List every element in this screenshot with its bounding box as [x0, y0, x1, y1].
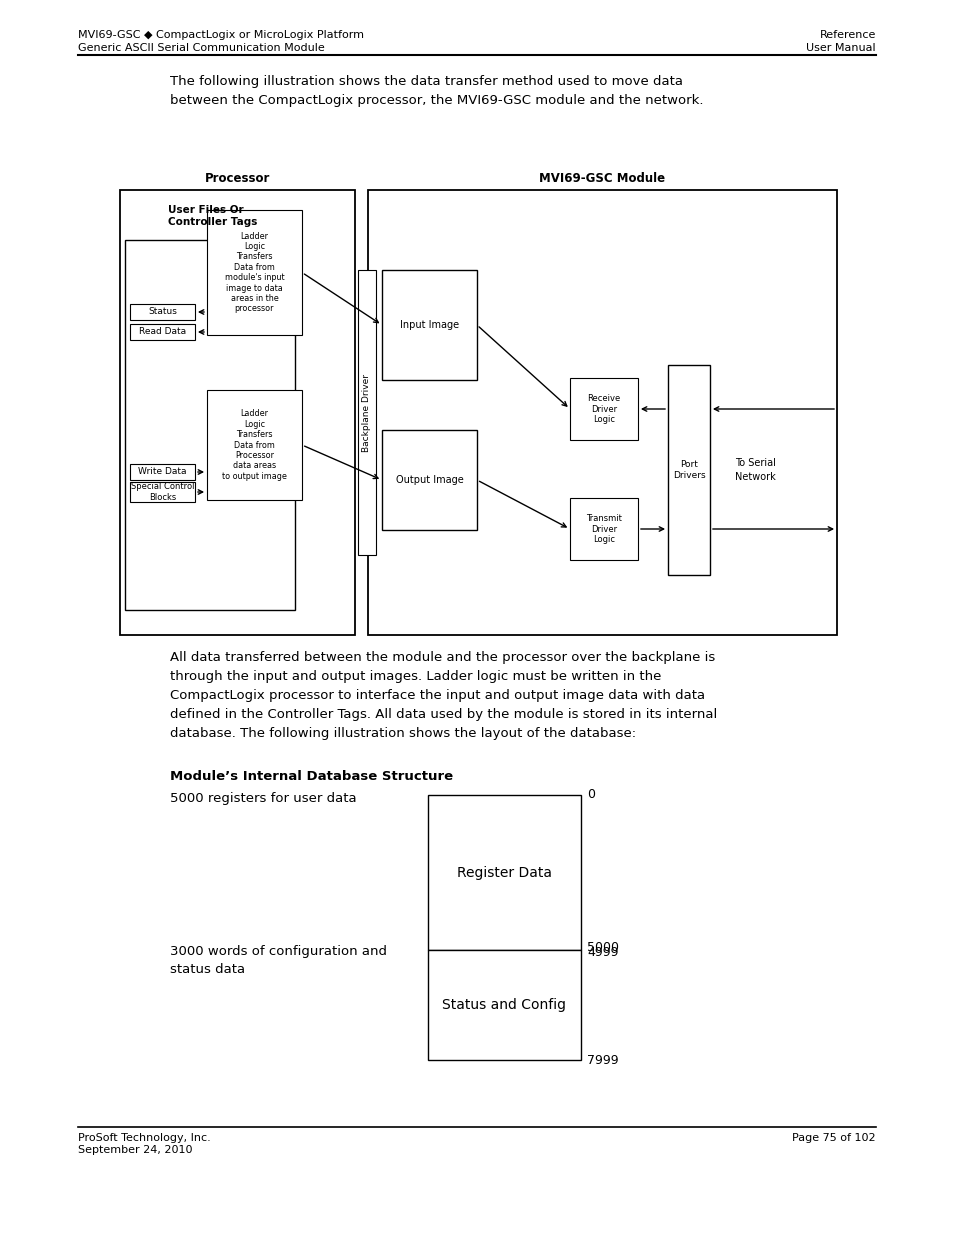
Bar	[130, 482, 194, 501]
Bar	[130, 324, 194, 340]
Text: Ladder
Logic
Transfers
Data from
Processor
data areas
to output image: Ladder Logic Transfers Data from Process…	[222, 409, 287, 480]
Bar	[207, 390, 302, 500]
Text: Output Image: Output Image	[395, 475, 463, 485]
Text: Special Control
Blocks: Special Control Blocks	[131, 483, 194, 501]
Text: MVI69-GSC ◆ CompactLogix or MicroLogix Platform: MVI69-GSC ◆ CompactLogix or MicroLogix P…	[78, 30, 364, 40]
Text: Register Data: Register Data	[456, 866, 552, 879]
Text: Processor: Processor	[205, 172, 270, 185]
Bar	[357, 270, 375, 555]
Text: Module’s Internal Database Structure: Module’s Internal Database Structure	[170, 769, 453, 783]
Text: Read Data: Read Data	[139, 327, 186, 336]
Text: Backplane Driver: Backplane Driver	[362, 373, 371, 452]
Text: September 24, 2010: September 24, 2010	[78, 1145, 193, 1155]
Bar	[667, 366, 709, 576]
Text: Status and Config: Status and Config	[442, 998, 566, 1011]
Text: 5000: 5000	[586, 941, 618, 953]
Bar	[428, 795, 580, 950]
Bar	[207, 210, 302, 335]
Text: Page 75 of 102: Page 75 of 102	[792, 1132, 875, 1144]
Text: Status: Status	[148, 308, 176, 316]
Bar	[569, 378, 638, 440]
Bar	[569, 498, 638, 559]
Text: 7999: 7999	[586, 1053, 618, 1067]
Bar	[428, 950, 580, 1060]
Bar	[120, 190, 355, 635]
Bar	[125, 240, 294, 610]
Bar	[381, 430, 476, 530]
Text: User Files Or
Controller Tags: User Files Or Controller Tags	[168, 205, 257, 226]
Text: Ladder
Logic
Transfers
Data from
module's input
image to data
areas in the
proce: Ladder Logic Transfers Data from module'…	[225, 232, 284, 314]
Bar	[381, 270, 476, 380]
Text: Input Image: Input Image	[399, 320, 458, 330]
Bar	[130, 464, 194, 480]
Text: 5000 registers for user data: 5000 registers for user data	[170, 792, 356, 805]
Text: Generic ASCII Serial Communication Module: Generic ASCII Serial Communication Modul…	[78, 43, 324, 53]
Text: Write Data: Write Data	[138, 468, 187, 477]
Text: All data transferred between the module and the processor over the backplane is
: All data transferred between the module …	[170, 651, 717, 740]
Text: The following illustration shows the data transfer method used to move data
betw: The following illustration shows the dat…	[170, 75, 702, 107]
Text: Receive
Driver
Logic: Receive Driver Logic	[587, 394, 620, 424]
Bar	[368, 190, 836, 635]
Text: 4999: 4999	[586, 946, 618, 960]
Text: To Serial
Network: To Serial Network	[734, 458, 775, 482]
Text: User Manual: User Manual	[805, 43, 875, 53]
Text: Port
Drivers: Port Drivers	[672, 459, 704, 480]
Text: Reference: Reference	[819, 30, 875, 40]
Text: ProSoft Technology, Inc.: ProSoft Technology, Inc.	[78, 1132, 211, 1144]
Text: 0: 0	[586, 788, 595, 802]
Text: Transmit
Driver
Logic: Transmit Driver Logic	[585, 514, 621, 543]
Text: 3000 words of configuration and
status data: 3000 words of configuration and status d…	[170, 945, 387, 976]
Bar	[130, 304, 194, 320]
Text: MVI69-GSC Module: MVI69-GSC Module	[538, 172, 665, 185]
